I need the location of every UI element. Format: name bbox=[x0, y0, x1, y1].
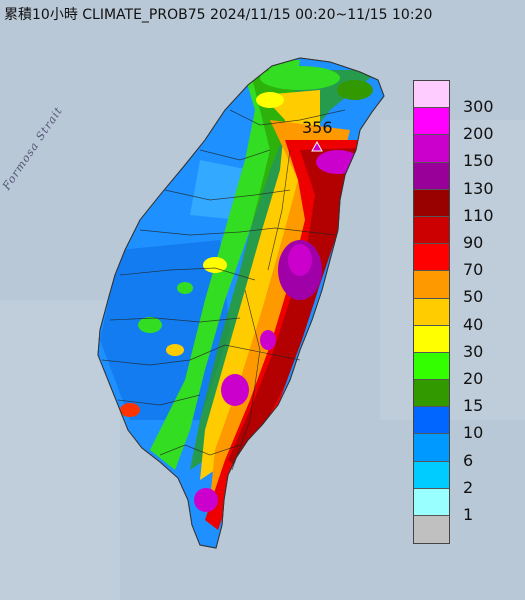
legend-swatch bbox=[414, 325, 449, 353]
legend-label: 150 bbox=[463, 151, 494, 171]
legend-swatch bbox=[414, 407, 449, 435]
legend-swatch bbox=[414, 516, 449, 544]
legend-label: 20 bbox=[463, 369, 484, 388]
max-triangle-marker-icon bbox=[311, 140, 323, 152]
legend-swatch bbox=[414, 216, 449, 245]
legend-swatch bbox=[414, 135, 449, 163]
legend-label: 110 bbox=[463, 205, 494, 225]
map-title: 累積10小時 CLIMATE_PROB75 2024/11/15 00:20~1… bbox=[4, 7, 433, 23]
legend-label: 300 bbox=[463, 97, 494, 116]
legend-label: 90 bbox=[463, 233, 484, 252]
legend-label: 2 bbox=[463, 477, 474, 497]
legend-colorbar bbox=[413, 80, 450, 545]
legend-label: 1 bbox=[463, 505, 474, 524]
legend-swatch bbox=[414, 162, 449, 190]
legend-swatch bbox=[414, 189, 449, 217]
legend-swatch bbox=[414, 81, 449, 109]
legend-swatch bbox=[414, 108, 449, 136]
legend-label: 70 bbox=[463, 260, 484, 280]
legend-label: 15 bbox=[463, 396, 484, 416]
legend-swatch bbox=[414, 352, 449, 381]
legend-label: 30 bbox=[463, 341, 484, 361]
legend-swatch bbox=[414, 244, 449, 272]
legend-swatch bbox=[414, 380, 449, 408]
legend-swatch bbox=[414, 488, 449, 516]
legend-label: 40 bbox=[463, 314, 484, 334]
legend-label: 6 bbox=[463, 450, 474, 470]
legend-swatch bbox=[414, 271, 449, 299]
max-value-label: 356 bbox=[302, 118, 333, 137]
legend-swatch bbox=[414, 298, 449, 326]
legend-swatch bbox=[414, 434, 449, 462]
legend-label: 130 bbox=[463, 178, 494, 198]
legend-label: 200 bbox=[463, 124, 494, 144]
legend-swatch bbox=[414, 461, 449, 489]
legend-label: 50 bbox=[463, 287, 484, 307]
legend-label: 10 bbox=[463, 423, 484, 443]
